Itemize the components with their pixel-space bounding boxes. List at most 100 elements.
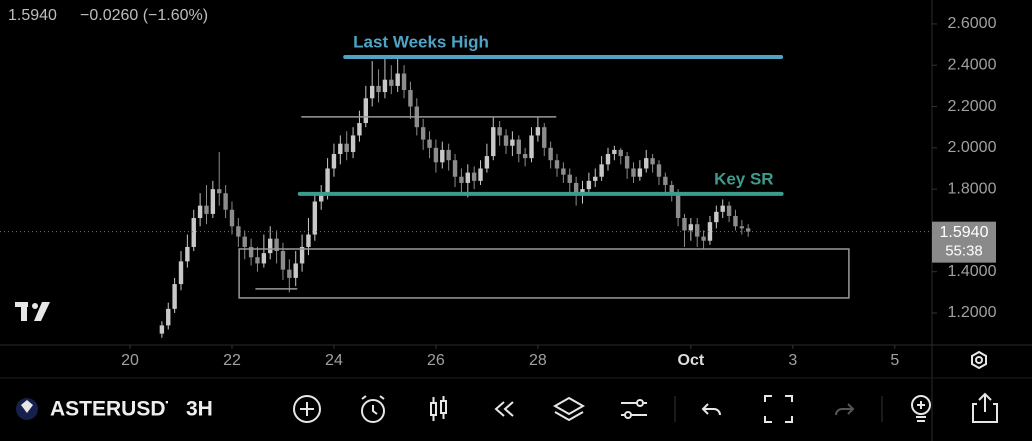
candle-body (319, 193, 324, 202)
candle-body (223, 193, 228, 210)
candle-body (363, 98, 369, 124)
candle-body (650, 158, 655, 165)
candle-body (197, 205, 203, 219)
share-button[interactable] (972, 392, 998, 423)
x-tick-label: 3 (788, 352, 797, 369)
y-tick-label: 1.4000 (948, 263, 997, 280)
indicators-button[interactable] (621, 399, 647, 419)
replay-button[interactable] (494, 401, 514, 417)
level-label: Last Weeks High (353, 32, 489, 51)
y-tick-label: 2.6000 (948, 15, 997, 32)
candle-body (255, 257, 260, 264)
symbol-icon[interactable] (16, 398, 38, 420)
candle-body (739, 226, 745, 229)
candle-body (644, 158, 649, 169)
zone-box (238, 248, 850, 299)
candle-body (229, 209, 235, 227)
candle-body (478, 168, 483, 181)
candle-body (280, 251, 286, 270)
candle-body (268, 238, 273, 254)
y-tick-label: 1.8000 (948, 180, 997, 197)
y-tick-label: 2.4000 (948, 56, 997, 73)
candle-body (274, 238, 279, 252)
candle-body (701, 236, 706, 241)
last-price: 1.5940 (8, 7, 57, 24)
candle-body (248, 246, 254, 258)
y-tick-label: 2.0000 (948, 139, 997, 156)
candle-body (593, 176, 598, 181)
candle-body (535, 127, 541, 136)
candle-body (586, 180, 592, 190)
candle-body (695, 224, 700, 237)
candle-body (440, 149, 445, 163)
candle-body (548, 147, 553, 161)
candle-body (299, 246, 305, 264)
candle-body (401, 73, 407, 91)
x-tick-label: 24 (325, 352, 343, 369)
candle-body (395, 73, 400, 86)
candle-body (357, 123, 362, 136)
candle-body (561, 168, 566, 175)
x-tick-label: 5 (890, 352, 899, 369)
candle-body (287, 269, 292, 278)
candle-body (210, 189, 216, 214)
alert-button[interactable] (361, 395, 385, 423)
x-tick-label: 22 (223, 352, 241, 369)
chart-type-button[interactable] (430, 396, 447, 421)
candle-body (306, 234, 311, 247)
add-button[interactable] (293, 395, 321, 423)
redo-button (835, 403, 855, 416)
price-box (932, 221, 996, 263)
candle-body (612, 149, 617, 155)
candle-body (217, 189, 222, 194)
price-label: 1.5940 (940, 224, 989, 241)
candle-body (707, 222, 713, 241)
candle-body (484, 156, 490, 169)
candle-body (503, 135, 509, 146)
candle-body (420, 127, 426, 140)
price-change: −0.0260 (−1.60%) (80, 7, 208, 24)
candle-body (471, 172, 477, 181)
x-tick-label: Oct (678, 352, 705, 369)
candle-body (331, 154, 337, 169)
x-tick-label: 26 (427, 352, 445, 369)
candle-body (382, 79, 388, 93)
candle-body (510, 139, 515, 146)
candle-body (236, 226, 241, 237)
candle-body (166, 308, 171, 326)
undo-button[interactable] (701, 403, 721, 416)
candle-body (542, 127, 547, 148)
candle-body (325, 168, 330, 194)
candle-body (669, 184, 674, 194)
candle-body (663, 176, 668, 185)
candle-body (529, 135, 534, 159)
candle-body (312, 201, 318, 235)
candle-body (159, 325, 165, 334)
candle-body (624, 156, 630, 169)
candle-body (631, 168, 636, 177)
candle-body (465, 172, 470, 183)
fullscreen-button[interactable] (764, 395, 793, 423)
candle-body (293, 263, 298, 278)
level-label: Key SR (714, 169, 774, 188)
settings-icon[interactable] (971, 350, 987, 370)
candle-body (261, 253, 267, 264)
candle-body (720, 205, 725, 212)
candle-body (408, 90, 413, 107)
x-tick-label: 20 (121, 352, 139, 369)
candle-body (369, 85, 375, 99)
candle-body (656, 164, 662, 177)
interval[interactable]: 3H (186, 398, 213, 421)
ideas-button[interactable] (911, 395, 931, 422)
countdown: 55:38 (945, 243, 983, 260)
candle-body (178, 261, 184, 285)
candle-body (688, 224, 694, 231)
layers-button[interactable] (552, 396, 586, 422)
symbol[interactable]: ASTERUSDT (50, 398, 179, 421)
candle-body (726, 205, 732, 216)
candle-body (675, 193, 681, 219)
x-tick-label: 28 (529, 352, 547, 369)
candle-body (452, 160, 458, 177)
